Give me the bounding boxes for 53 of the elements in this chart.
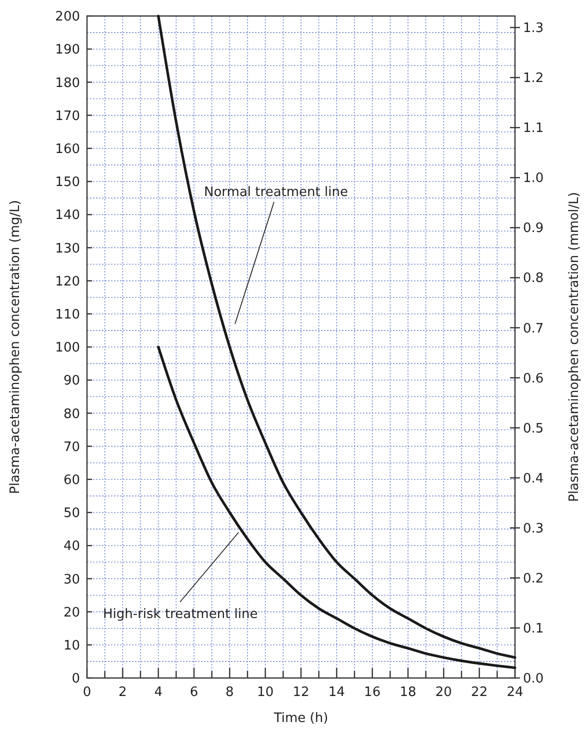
y-tick-label: 180	[55, 76, 80, 91]
y2-tick-label: 0.4	[523, 471, 544, 486]
x-tick-label: 10	[257, 685, 274, 700]
y-tick-label: 110	[55, 307, 80, 322]
x-tick-label: 8	[226, 685, 234, 700]
y-tick-label: 40	[63, 539, 80, 554]
y-tick-label: 200	[55, 10, 80, 25]
y-tick-label: 160	[55, 142, 80, 157]
y2-tick-label: 0.8	[523, 271, 544, 286]
y2-tick-label: 0.6	[523, 371, 544, 386]
y-tick-label: 20	[63, 605, 80, 620]
y-tick-label: 120	[55, 274, 80, 290]
y-tick-label: 60	[63, 472, 80, 488]
y-tick-label: 10	[63, 638, 80, 654]
y-tick-label: 0	[72, 672, 80, 687]
x-tick-label: 2	[118, 685, 127, 700]
y2-tick-label: 0.0	[523, 672, 544, 687]
series-label: Normal treatment line	[204, 185, 348, 200]
y2-tick-label: 0.7	[523, 321, 544, 336]
y-tick-label: 90	[63, 374, 80, 389]
y-tick-label: 140	[55, 208, 80, 224]
x-tick-label: 6	[190, 685, 198, 700]
x-tick-label: 14	[328, 685, 345, 700]
y2-tick-label: 0.3	[523, 521, 544, 536]
y2-tick-label: 0.5	[523, 421, 544, 436]
x-tick-label: 22	[471, 685, 488, 700]
y-tick-label: 30	[63, 572, 80, 588]
x-tick-label: 12	[292, 685, 310, 700]
y2-tick-label: 0.2	[523, 571, 544, 586]
y2-tick-label: 0.1	[523, 622, 544, 637]
x-tick-label: 24	[506, 685, 524, 700]
x-tick-label: 0	[82, 685, 92, 700]
y-tick-label: 50	[63, 506, 80, 522]
y2-tick-label: 0.9	[523, 221, 544, 236]
y2-tick-label: 1.0	[523, 171, 544, 186]
y2-tick-label: 1.2	[523, 71, 544, 86]
y-tick-label: 130	[55, 241, 80, 256]
x-tick-label: 4	[154, 685, 162, 700]
y-tick-label: 150	[55, 175, 80, 190]
x-tick-label: 18	[400, 685, 416, 700]
y-tick-label: 100	[55, 340, 80, 356]
y-tick-label: 80	[63, 406, 80, 422]
x-tick-label: 20	[435, 685, 452, 700]
y2-tick-label: 1.1	[523, 121, 544, 136]
x-axis-title: Time (h)	[272, 711, 328, 726]
y2-axis-title: Plasma-acetaminophen concentration (mmol/L)	[567, 192, 582, 502]
y-tick-label: 70	[63, 440, 80, 455]
y-axis-title: Plasma-acetaminophen concentration (mg/L)	[8, 200, 23, 494]
y-tick-label: 170	[55, 108, 80, 124]
y-tick-label: 190	[55, 42, 80, 58]
text: High-risk treatment line	[103, 607, 258, 622]
y2-tick-label: 1.3	[523, 21, 544, 36]
x-tick-label: 16	[364, 685, 381, 700]
